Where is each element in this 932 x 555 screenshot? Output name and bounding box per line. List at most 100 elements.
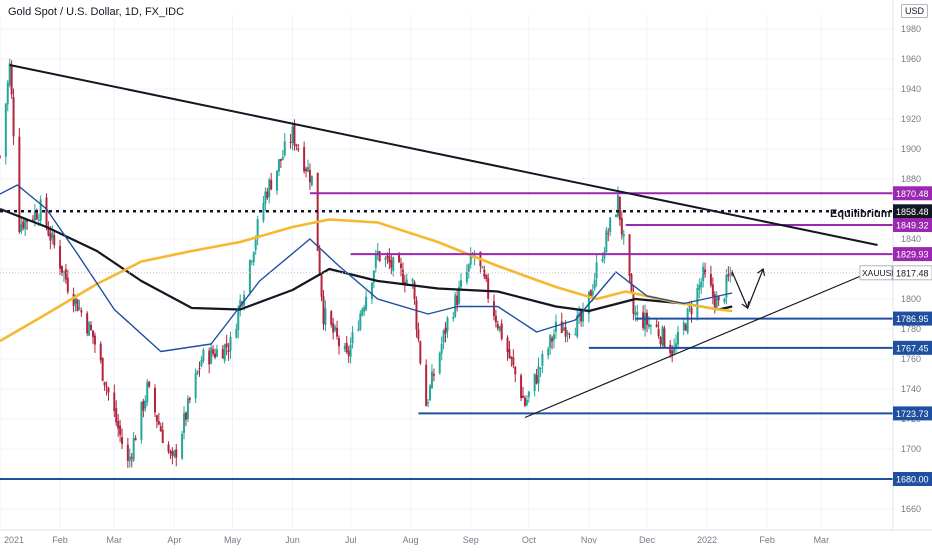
candle-down: [425, 364, 428, 407]
candle-down: [45, 197, 48, 227]
candle-up: [603, 251, 606, 259]
candle-down: [167, 444, 170, 452]
price-tag-label: 1786.95: [896, 314, 929, 324]
candle-down: [12, 97, 15, 137]
candle-down: [18, 136, 21, 232]
time-axis[interactable]: 2021 Feb Mar Apr May Jun Jul Aug Sep Oct Nov Dec 202…: [0, 529, 932, 545]
candle-down: [560, 321, 563, 334]
candle-up: [533, 373, 536, 392]
candle-up: [39, 199, 42, 221]
candle-up: [363, 307, 366, 312]
price-tag-label: 1849.32: [896, 221, 929, 231]
candle-up: [128, 456, 131, 462]
candle-up: [547, 348, 550, 356]
candle-down: [93, 335, 96, 345]
candle-up: [405, 279, 408, 286]
candle-up: [525, 399, 528, 405]
time-tick-label: Aug: [403, 535, 419, 545]
candle-up: [268, 179, 271, 197]
currency-badge[interactable]: USD: [900, 4, 928, 18]
candle-down: [512, 357, 515, 366]
candle-up: [372, 270, 375, 283]
candle-down: [727, 274, 730, 277]
time-tick-label: 2022: [697, 535, 717, 545]
time-tick-label: Nov: [581, 535, 598, 545]
candle-up: [673, 347, 676, 354]
candle-up: [357, 329, 360, 331]
price-tag-label: 1870.48: [896, 189, 929, 199]
candle-down: [632, 292, 635, 314]
candle-down: [130, 457, 133, 459]
candle-down: [66, 277, 69, 292]
candle-up: [250, 261, 253, 263]
candle-down: [212, 349, 215, 354]
candle-down: [607, 233, 610, 235]
candle-down: [347, 350, 350, 356]
price-tick-label: 1760: [901, 354, 921, 364]
candle-down: [535, 375, 538, 384]
candle-down: [214, 353, 217, 358]
candle-down: [289, 142, 292, 144]
candle-down: [390, 260, 393, 268]
candle-down: [709, 273, 712, 286]
candle-down: [303, 147, 306, 172]
candle-down: [568, 333, 571, 335]
candle-up: [537, 366, 540, 384]
candle-up: [549, 335, 552, 348]
price-tag-label: 1767.45: [896, 343, 929, 353]
trendline: [9, 64, 878, 246]
candle-up: [430, 371, 433, 389]
candle-down: [398, 254, 401, 263]
price-tick-label: 1740: [901, 384, 921, 394]
candle-down: [86, 313, 89, 334]
candle-up: [37, 219, 40, 221]
candle-up: [194, 373, 197, 399]
candle-up: [696, 288, 699, 318]
candle-up: [202, 349, 205, 361]
candle-down: [496, 324, 499, 329]
price-tag: [893, 472, 932, 486]
candle-down: [332, 323, 335, 333]
candle-down: [142, 400, 145, 411]
current-price-label: 1817.48: [896, 268, 929, 278]
candle-down: [494, 315, 497, 323]
candle-up: [446, 317, 449, 332]
price-axis[interactable]: 1660168017001720174017601780180018201840…: [859, 0, 932, 530]
candle-up: [452, 317, 455, 319]
price-tag: [893, 340, 932, 355]
candle-up: [469, 254, 472, 265]
candle-down: [171, 450, 174, 456]
candle-down: [35, 212, 38, 220]
candle-up: [281, 156, 284, 160]
candle-down: [64, 269, 67, 280]
candle-up: [442, 330, 445, 343]
time-tick-label: Jun: [285, 535, 300, 545]
candle-down: [91, 330, 94, 337]
candle-down: [227, 350, 230, 352]
moving-average-line: [0, 207, 733, 313]
candle-up: [283, 141, 286, 156]
candle-up: [33, 210, 36, 221]
candle-down: [103, 381, 106, 386]
candle-up: [636, 311, 639, 315]
candle-down: [388, 256, 391, 263]
projection-arrowhead: [757, 267, 766, 277]
candle-down: [417, 329, 420, 340]
candle-down: [620, 218, 623, 235]
candle-down: [198, 368, 201, 370]
price-tick-label: 1700: [901, 444, 921, 454]
candle-down: [704, 269, 707, 275]
time-tick-label: Feb: [52, 535, 68, 545]
candle-up: [723, 298, 726, 302]
candle-down: [671, 350, 674, 356]
price-tag: [893, 406, 932, 421]
candle-up: [454, 294, 457, 317]
candle-up: [361, 309, 364, 316]
price-tag: [893, 247, 932, 262]
candle-up: [88, 322, 91, 336]
candle-up: [181, 433, 184, 459]
candle-down: [101, 357, 104, 381]
candles: [0, 58, 734, 468]
candle-down: [320, 274, 323, 297]
